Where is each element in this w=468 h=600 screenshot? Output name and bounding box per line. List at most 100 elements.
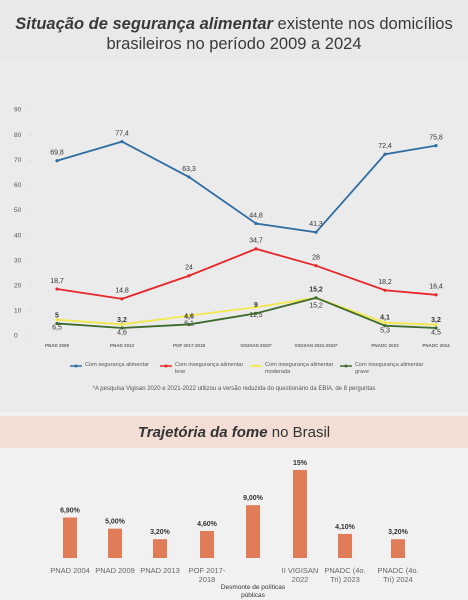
- x-tick-label: II VIGISAN 2022: [281, 566, 319, 584]
- x-tick-label: PNAD 2009: [95, 566, 135, 575]
- data-label: 15,2: [309, 303, 323, 310]
- data-label: 11,5: [249, 312, 262, 319]
- footnote: *A pesquisa Vigisan 2020 e 2021-2022 uti…: [92, 386, 376, 392]
- x-tick-label: POF 2017-2018: [188, 566, 226, 584]
- header-band: [0, 0, 468, 62]
- x-tick-label: PNADC 2024: [422, 343, 450, 348]
- bar: [293, 469, 307, 558]
- point: [187, 322, 191, 327]
- x-tick-label: PNADC 2023: [371, 343, 399, 348]
- point: [314, 230, 318, 234]
- y-tick-label: 80: [14, 132, 22, 139]
- bar: [153, 539, 167, 558]
- point: [55, 321, 59, 326]
- point: [434, 144, 438, 148]
- bar: [108, 528, 122, 558]
- x-tick-label: PNADC (4o. Tri) 2023: [324, 566, 366, 584]
- y-tick-label: 0: [14, 333, 18, 340]
- point: [120, 140, 124, 144]
- bar: [246, 505, 260, 558]
- data-label: 3,20%: [388, 529, 409, 536]
- data-label: 15,2: [309, 287, 323, 294]
- point: [383, 321, 387, 325]
- data-label: 4,10%: [335, 524, 356, 531]
- y-tick-label: 20: [14, 282, 22, 289]
- title-rest: existente nos domicílios brasileiros no …: [106, 15, 453, 53]
- data-label: 9,00%: [243, 495, 264, 502]
- legend-swatch-dot: [164, 364, 168, 368]
- data-label: 77,4: [115, 130, 129, 137]
- legend-swatch-dot: [254, 364, 258, 368]
- legend-entry: Com insegurança alimentar grave: [355, 362, 424, 375]
- data-label: 72,4: [378, 143, 392, 150]
- annotation: Desmonte de políticas públicas: [220, 584, 286, 599]
- legend-entry: Com insegurança alimentar leve: [175, 362, 244, 375]
- data-label: 3,2: [431, 317, 441, 324]
- data-label: 6,90%: [60, 507, 81, 514]
- data-label: 4,5: [431, 330, 441, 337]
- x-tick-label: PNAD 2013: [110, 343, 135, 348]
- x-tick-label: PNAD 2009: [45, 343, 70, 348]
- data-label: 34,7: [249, 238, 263, 245]
- point: [55, 318, 59, 322]
- point: [187, 314, 191, 318]
- data-label: 4,60%: [197, 521, 218, 528]
- point: [254, 221, 258, 226]
- bar: [338, 533, 352, 558]
- point: [120, 297, 124, 301]
- data-label: 5,3: [380, 328, 390, 335]
- y-tick-label: 40: [14, 232, 22, 239]
- point: [434, 326, 438, 330]
- point: [187, 274, 191, 278]
- point: [254, 305, 258, 309]
- y-tick-label: 90: [14, 107, 22, 114]
- bar: [200, 530, 214, 558]
- point: [383, 324, 387, 328]
- point: [187, 175, 191, 179]
- data-label: 5: [55, 312, 59, 319]
- point: [254, 311, 258, 315]
- series-line: [56, 247, 437, 300]
- bar: [391, 539, 405, 558]
- legend-swatch-dot: [74, 364, 78, 368]
- y-tick-label: 10: [14, 308, 22, 315]
- series-line: [56, 140, 437, 234]
- point: [314, 296, 318, 300]
- data-label: 4,6: [117, 329, 127, 336]
- data-label: 4,1: [380, 315, 390, 322]
- chart-title: Situação de segurança alimentar existent…: [0, 14, 468, 54]
- data-label: 75,8: [429, 135, 443, 142]
- y-tick-label: 60: [14, 182, 22, 189]
- data-label: 16,4: [429, 284, 443, 291]
- point: [55, 159, 59, 163]
- section-band: [0, 416, 468, 448]
- data-label: 69,8: [50, 150, 64, 157]
- data-label: 9: [254, 302, 258, 309]
- legend-entry: Com insegurança alimentar moderada: [265, 362, 334, 375]
- x-tick-label: PNAD 2004: [50, 566, 90, 575]
- chart-title: Trajetória da fome no Brasil: [0, 424, 468, 441]
- data-label: 24: [185, 265, 193, 272]
- point: [383, 288, 387, 292]
- point: [383, 152, 387, 156]
- title-emphasis: Situação de segurança alimentar: [15, 15, 273, 33]
- title-emphasis: Trajetória da fome: [137, 424, 268, 441]
- data-label: 3,20%: [150, 529, 171, 536]
- y-tick-label: 50: [14, 207, 22, 214]
- data-label: 63,3: [182, 166, 196, 173]
- data-label: 15%: [293, 460, 308, 467]
- point: [55, 287, 59, 291]
- data-label: 28: [312, 255, 320, 262]
- data-label: 14,8: [115, 288, 129, 295]
- x-tick-label: VIGISAN 2021-2022*: [294, 343, 337, 348]
- data-label: 5,00%: [105, 518, 126, 525]
- data-label: 6,5: [52, 325, 62, 332]
- y-tick-label: 70: [14, 157, 22, 164]
- point: [434, 293, 438, 297]
- point: [120, 322, 124, 327]
- data-label: 44,8: [249, 212, 263, 219]
- point: [254, 247, 258, 251]
- chart-panel: [0, 62, 468, 412]
